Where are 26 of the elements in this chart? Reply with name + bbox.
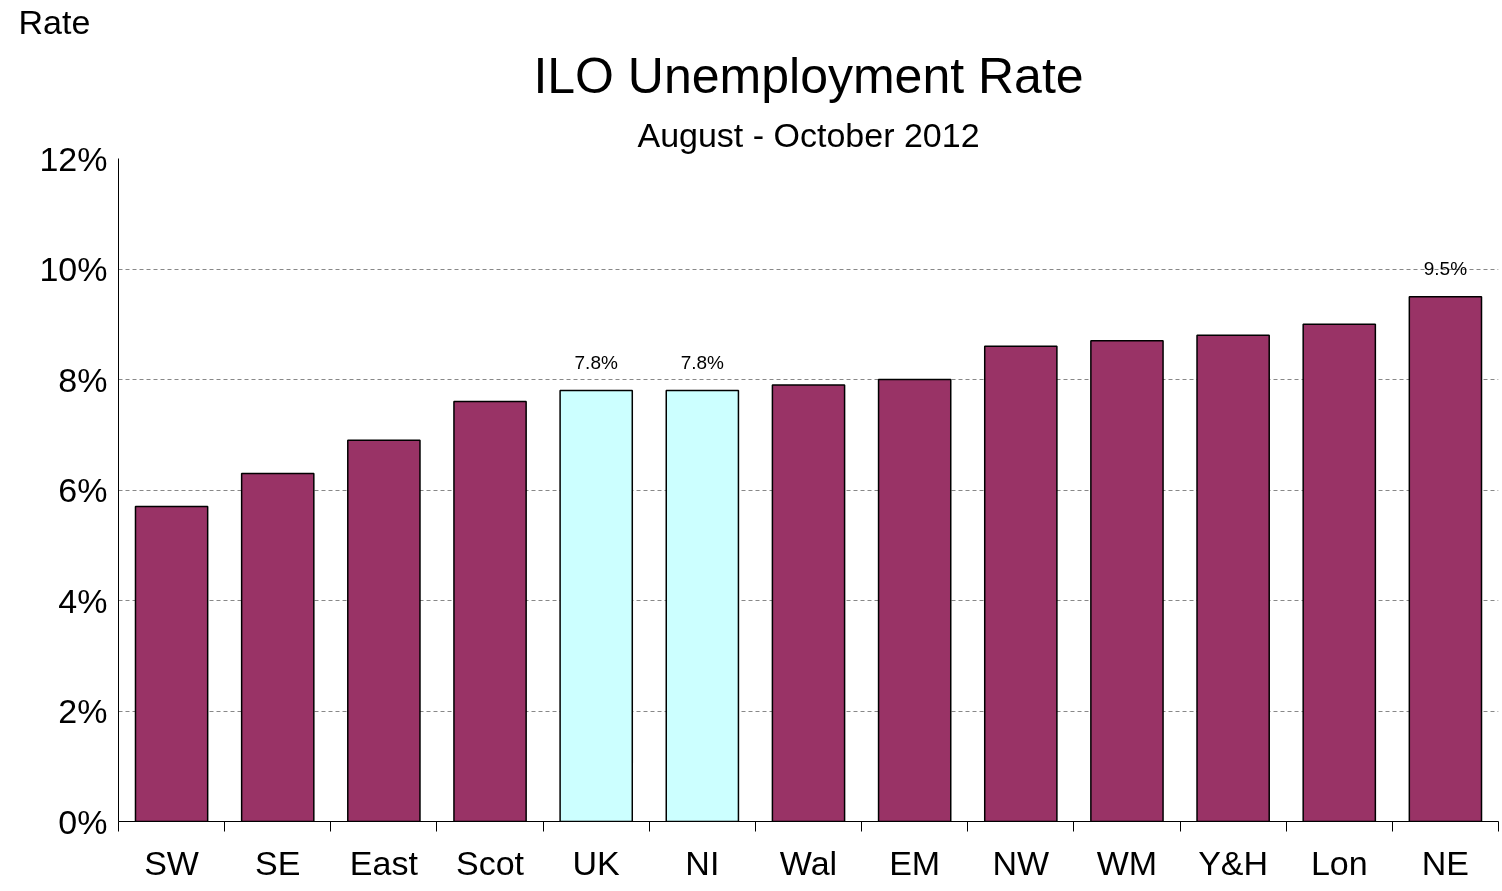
x-tick-label: NI [685, 843, 720, 882]
data-label: 7.8% [574, 351, 618, 373]
y-tick-label: 0% [58, 802, 108, 841]
x-tick-label: NE [1421, 843, 1470, 882]
x-tick-label: SE [255, 843, 301, 882]
y-tick-label: 8% [58, 360, 108, 399]
x-tick-label: Lon [1310, 843, 1368, 882]
x-tick-label: East [349, 843, 419, 882]
x-tick-label: NW [992, 843, 1050, 882]
chart-title: ILO Unemployment Rate [533, 47, 1084, 104]
y-tick-label: 10% [39, 250, 108, 288]
x-tick-label: EM [889, 843, 941, 882]
chart-subtitle: August - October 2012 [637, 115, 980, 154]
y-tick-label: 12% [39, 139, 108, 178]
x-tick-label: Y&H [1198, 843, 1269, 882]
y-tick-label: 4% [58, 581, 108, 620]
y-axis-title: Rate [18, 2, 91, 41]
x-tick-label: Scot [456, 843, 525, 882]
y-tick-label: 6% [58, 471, 108, 509]
data-label: 7.8% [680, 351, 725, 373]
y-tick-label: 2% [58, 692, 108, 730]
x-tick-label: WM [1096, 843, 1158, 882]
x-tick-label: Wal [779, 843, 838, 882]
data-label: 9.5% [1423, 257, 1468, 279]
x-tick-label: UK [572, 843, 621, 882]
x-tick-label: SW [144, 843, 199, 882]
